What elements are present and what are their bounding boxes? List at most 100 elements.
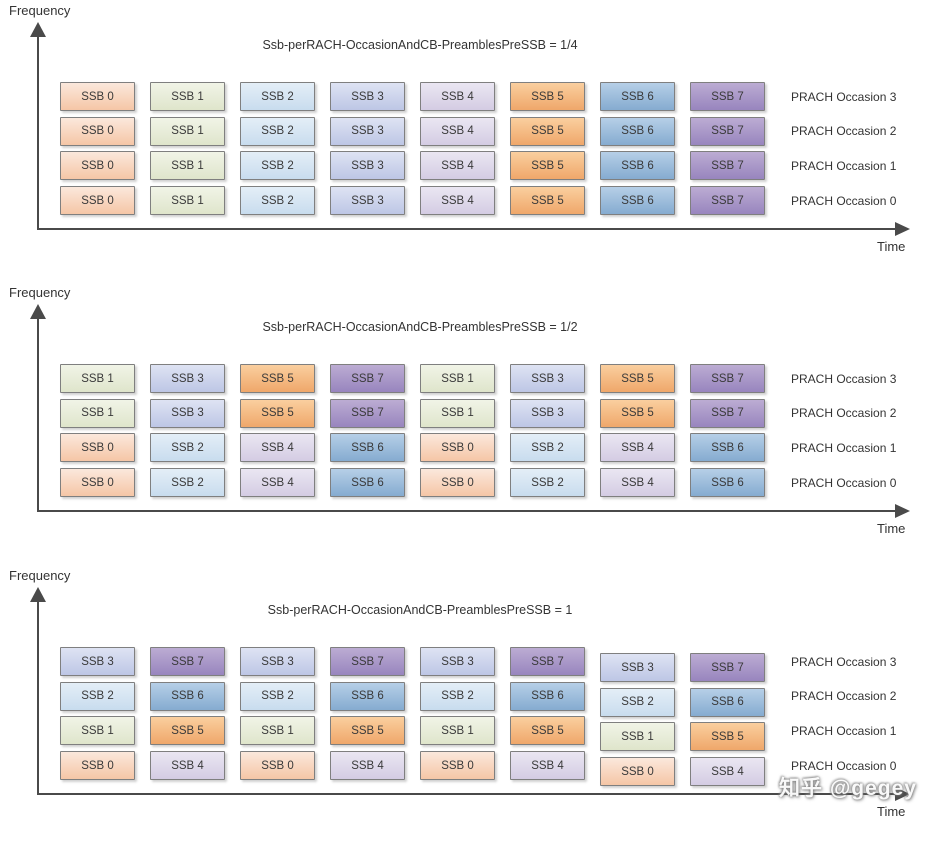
time-axis-arrow-icon xyxy=(895,504,910,518)
ssb-block: SSB 6 xyxy=(600,82,675,111)
ssb-block: SSB 2 xyxy=(240,681,315,711)
ssb-block: SSB 3 xyxy=(330,151,405,181)
ssb-block: SSB 1 xyxy=(420,716,495,746)
ssb-block: SSB 2 xyxy=(240,186,315,216)
ssb-block: SSB 2 xyxy=(510,468,585,498)
ssb-block: SSB 7 xyxy=(690,364,765,393)
ssb-block: SSB 2 xyxy=(240,116,315,146)
ssb-block: SSB 4 xyxy=(510,751,585,781)
diagram-title: Ssb-perRACH-OccasionAndCB-PreamblesPreSS… xyxy=(262,38,578,52)
time-axis-arrow-icon xyxy=(895,787,910,801)
ssb-block: SSB 5 xyxy=(600,364,675,393)
ssb-block: SSB 0 xyxy=(60,82,135,111)
ssb-block: SSB 7 xyxy=(690,116,765,146)
prach-occasion-label: PRACH Occasion 1 xyxy=(791,440,897,455)
ssb-block: SSB 1 xyxy=(600,722,675,752)
ssb-block: SSB 1 xyxy=(150,116,225,146)
ssb-grid: SSB 3 SSB 7 SSB 3 SSB 7 SSB 3 SSB 7 SSB 3 SSB 7… xyxy=(60,647,933,787)
diagram-ssb-per-rach-1-2: Frequency Ssb-perRACH-OccasionAndCB-Prea… xyxy=(0,282,933,559)
ssb-block: SSB 2 xyxy=(600,687,675,717)
ssb-block: SSB 5 xyxy=(600,398,675,428)
ssb-block: SSB 6 xyxy=(690,433,765,463)
diagram-ssb-per-rach-1-4: Frequency Ssb-perRACH-OccasionAndCB-Prea… xyxy=(0,0,933,277)
ssb-block: SSB 7 xyxy=(330,647,405,676)
prach-occasion-label: PRACH Occasion 2 xyxy=(791,406,897,421)
ssb-block: SSB 4 xyxy=(420,186,495,216)
ssb-block: SSB 3 xyxy=(240,647,315,676)
prach-occasion-label: PRACH Occasion 3 xyxy=(791,89,897,104)
diagram-title: Ssb-perRACH-OccasionAndCB-PreamblesPreSS… xyxy=(262,320,578,334)
frequency-axis-line xyxy=(37,600,39,794)
prach-occasion-label: PRACH Occasion 0 xyxy=(791,193,897,208)
time-axis-line xyxy=(37,228,897,230)
ssb-block: SSB 4 xyxy=(690,757,765,787)
ssb-block: SSB 5 xyxy=(510,151,585,181)
prach-occasion-label: PRACH Occasion 1 xyxy=(791,158,897,173)
frequency-axis-arrow-icon xyxy=(30,304,46,319)
ssb-block: SSB 6 xyxy=(330,681,405,711)
ssb-block: SSB 5 xyxy=(510,82,585,111)
ssb-block: SSB 5 xyxy=(240,398,315,428)
ssb-block: SSB 0 xyxy=(60,116,135,146)
ssb-block: SSB 3 xyxy=(330,186,405,216)
ssb-block: SSB 4 xyxy=(420,116,495,146)
ssb-block: SSB 0 xyxy=(60,151,135,181)
frequency-axis-label: Frequency xyxy=(9,3,71,18)
ssb-block: SSB 4 xyxy=(240,468,315,498)
ssb-block: SSB 2 xyxy=(240,151,315,181)
ssb-block: SSB 6 xyxy=(690,687,765,717)
time-axis-arrow-icon xyxy=(895,222,910,236)
ssb-block: SSB 5 xyxy=(510,116,585,146)
prach-occasion-label: PRACH Occasion 3 xyxy=(791,654,897,669)
ssb-block: SSB 0 xyxy=(420,433,495,463)
frequency-axis-label: Frequency xyxy=(9,285,71,300)
ssb-block: SSB 3 xyxy=(60,647,135,676)
ssb-block: SSB 6 xyxy=(600,186,675,216)
frequency-axis-line xyxy=(37,35,39,229)
ssb-block: SSB 2 xyxy=(150,468,225,498)
ssb-block: SSB 1 xyxy=(60,398,135,428)
ssb-block: SSB 6 xyxy=(600,116,675,146)
ssb-block: SSB 0 xyxy=(60,433,135,463)
ssb-block: SSB 4 xyxy=(150,751,225,781)
ssb-block: SSB 0 xyxy=(600,757,675,787)
ssb-block: SSB 7 xyxy=(690,82,765,111)
ssb-block: SSB 7 xyxy=(330,364,405,393)
ssb-block: SSB 3 xyxy=(420,647,495,676)
ssb-block: SSB 1 xyxy=(420,364,495,393)
ssb-block: SSB 3 xyxy=(330,82,405,111)
ssb-block: SSB 6 xyxy=(150,681,225,711)
ssb-block: SSB 7 xyxy=(330,398,405,428)
ssb-grid: SSB 1 SSB 3 SSB 5 SSB 7 SSB 1 SSB 3 SSB 5 SSB 7… xyxy=(60,364,933,498)
zhihu-watermark: 知乎 @gegey xyxy=(778,777,917,800)
ssb-block: SSB 4 xyxy=(420,82,495,111)
prach-occasion-label: PRACH Occasion 3 xyxy=(791,371,897,386)
ssb-block: SSB 5 xyxy=(240,364,315,393)
ssb-block: SSB 1 xyxy=(150,151,225,181)
time-axis-line xyxy=(37,510,897,512)
ssb-block: SSB 5 xyxy=(150,716,225,746)
frequency-axis-arrow-icon xyxy=(30,22,46,37)
ssb-block: SSB 0 xyxy=(420,751,495,781)
ssb-block: SSB 1 xyxy=(60,364,135,393)
time-axis-label: Time xyxy=(877,239,906,254)
ssb-block: SSB 0 xyxy=(60,751,135,781)
ssb-block: SSB 6 xyxy=(690,468,765,498)
ssb-block: SSB 6 xyxy=(330,433,405,463)
ssb-block: SSB 6 xyxy=(510,681,585,711)
ssb-block: SSB 4 xyxy=(600,468,675,498)
time-axis-label: Time xyxy=(877,521,906,536)
ssb-block: SSB 5 xyxy=(330,716,405,746)
frequency-axis-label: Frequency xyxy=(9,568,71,583)
ssb-block: SSB 4 xyxy=(600,433,675,463)
ssb-block: SSB 2 xyxy=(420,681,495,711)
ssb-block: SSB 1 xyxy=(60,716,135,746)
ssb-block: SSB 1 xyxy=(150,186,225,216)
ssb-block: SSB 2 xyxy=(240,82,315,111)
ssb-block: SSB 7 xyxy=(690,186,765,216)
ssb-block: SSB 4 xyxy=(240,433,315,463)
ssb-block: SSB 3 xyxy=(510,364,585,393)
ssb-block: SSB 7 xyxy=(690,653,765,682)
ssb-block: SSB 2 xyxy=(60,681,135,711)
